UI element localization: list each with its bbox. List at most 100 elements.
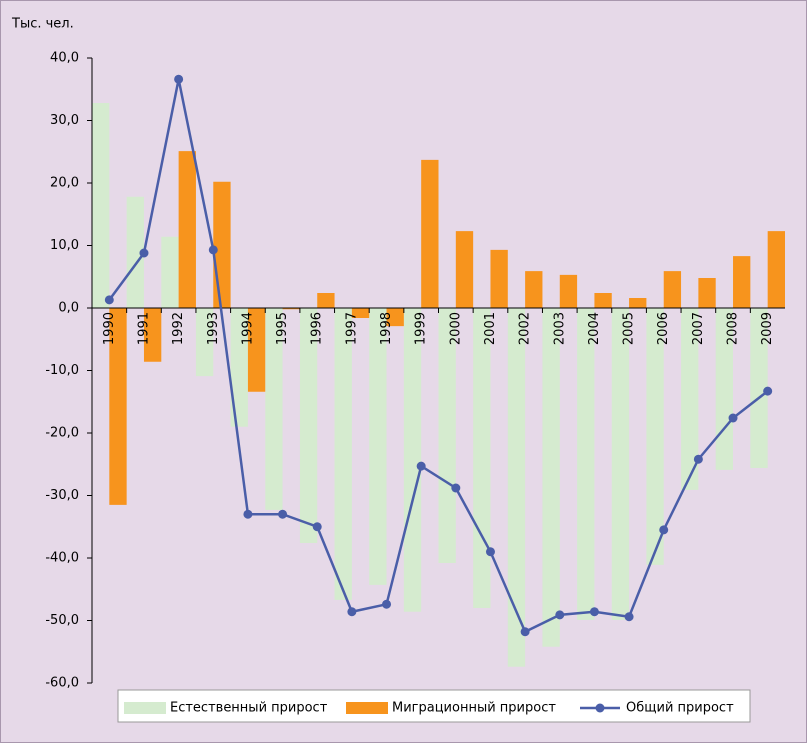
line-marker <box>382 599 392 609</box>
line-marker <box>278 509 288 519</box>
bar <box>230 308 248 427</box>
x-tick-label: 1994 <box>240 312 255 345</box>
x-tick-label: 1996 <box>310 312 325 345</box>
bar <box>490 249 508 308</box>
x-tick-label: 2005 <box>622 312 637 345</box>
x-tick-label: 2006 <box>656 312 671 345</box>
bar <box>161 236 179 308</box>
y-axis-label: Тыс. чел. <box>11 17 74 32</box>
legend-box <box>117 689 751 723</box>
y-tick-label: 10,0 <box>50 238 79 253</box>
bar <box>698 278 716 308</box>
line-marker <box>174 74 184 84</box>
x-tick-label: 2009 <box>760 312 775 345</box>
line-marker <box>416 461 426 471</box>
bar <box>282 308 300 310</box>
x-tick-label: 2004 <box>587 312 602 345</box>
bar <box>403 308 422 612</box>
x-tick-label: 2000 <box>448 312 463 345</box>
line-marker <box>104 295 114 305</box>
bar <box>317 293 335 308</box>
bar <box>473 308 491 608</box>
bar <box>577 308 595 620</box>
x-tick-label: 1993 <box>206 312 221 345</box>
bar <box>681 308 699 490</box>
x-tick-label: 1999 <box>414 312 429 345</box>
bar <box>421 159 439 308</box>
line-marker <box>589 607 599 617</box>
line-marker <box>485 547 495 557</box>
bar <box>126 196 144 308</box>
x-tick-label: 1991 <box>136 312 151 345</box>
legend-swatch <box>346 702 388 714</box>
legend: Естественный прирост Миграционный прирост… <box>117 689 751 723</box>
y-tick-label: -60,0 <box>45 676 79 691</box>
bar <box>299 308 318 543</box>
bar <box>334 308 352 600</box>
line-marker <box>312 522 322 532</box>
x-tick-label: 1995 <box>275 312 290 345</box>
y-tick-label: -10,0 <box>45 363 79 378</box>
bar <box>247 308 266 392</box>
line-marker <box>451 483 461 493</box>
bar <box>213 181 231 308</box>
bar <box>611 308 630 620</box>
bar <box>507 308 526 667</box>
bar <box>351 308 370 318</box>
y-tick-label: -40,0 <box>45 551 79 566</box>
bar <box>195 308 214 377</box>
bar <box>594 293 612 308</box>
bar <box>525 271 543 308</box>
line-marker <box>659 525 669 535</box>
bar <box>733 256 751 308</box>
bar <box>369 308 387 585</box>
line-marker <box>728 413 738 423</box>
bar <box>559 274 578 308</box>
x-tick-label: 2002 <box>518 312 533 345</box>
line-marker <box>208 245 218 255</box>
y-tick-label: -30,0 <box>45 488 79 503</box>
legend-label: Естественный прирост <box>170 701 328 716</box>
y-tick-label: 20,0 <box>50 176 79 191</box>
bar <box>663 271 682 308</box>
bar <box>109 308 127 505</box>
line-marker <box>624 612 634 622</box>
bar <box>646 308 664 565</box>
bar <box>265 308 283 510</box>
bar <box>750 308 768 468</box>
legend-swatch <box>595 703 605 713</box>
x-tick-label: 2003 <box>552 312 567 345</box>
line-marker <box>139 248 149 258</box>
bar <box>455 231 474 308</box>
bar <box>92 103 110 308</box>
x-tick-label: 2007 <box>691 312 706 345</box>
bar <box>143 308 162 362</box>
line-marker <box>520 627 530 637</box>
bar <box>629 298 647 308</box>
bar <box>767 231 785 308</box>
line-marker <box>347 607 357 617</box>
line-marker <box>243 509 253 519</box>
bar <box>386 308 404 327</box>
y-tick-label: 40,0 <box>50 51 79 66</box>
legend-label: Общий прирост <box>626 701 734 716</box>
line-marker <box>555 610 565 620</box>
bar <box>438 308 456 563</box>
line-marker <box>763 386 773 396</box>
x-tick-label: 2008 <box>726 312 741 345</box>
line <box>108 79 769 634</box>
x-tick-label: 2001 <box>483 312 498 345</box>
bar <box>715 308 734 470</box>
y-tick-label: -20,0 <box>45 426 79 441</box>
legend-label: Миграционный прирост <box>392 701 556 716</box>
y-tick-label: 0,0 <box>58 301 79 316</box>
bar <box>178 151 196 308</box>
legend-swatch <box>124 702 166 714</box>
x-tick-label: 1998 <box>379 312 394 345</box>
line-marker <box>693 454 703 464</box>
y-tick-label: 30,0 <box>50 113 79 128</box>
x-tick-label: 1997 <box>344 312 359 345</box>
bar <box>542 308 560 647</box>
